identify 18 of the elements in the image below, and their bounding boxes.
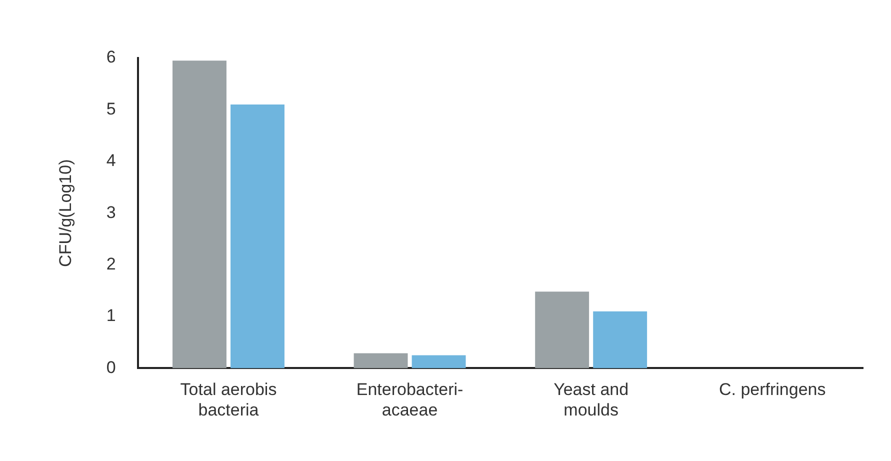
bar <box>593 311 648 368</box>
bar <box>230 104 284 368</box>
y-tick-label: 3 <box>106 202 116 222</box>
y-tick-label: 6 <box>106 48 116 67</box>
y-tick-label: 1 <box>106 306 116 326</box>
y-tick-label: 0 <box>106 358 116 377</box>
y-tick-label: 5 <box>106 99 116 118</box>
x-tick-label: Yeast and moulds <box>554 380 629 420</box>
y-tick-label: 4 <box>106 151 116 170</box>
bar <box>535 292 590 368</box>
x-tick-label: Enterobacteri-acaeae <box>356 380 464 420</box>
y-tick-label: 2 <box>106 254 116 274</box>
bar <box>412 355 466 368</box>
bar <box>172 60 226 368</box>
bar <box>354 353 408 368</box>
x-tick-label: C. perfringens <box>718 380 826 400</box>
x-tick-label: Total aerobis bacteria <box>180 380 277 420</box>
y-axis-title: CFU/g(Log10) <box>56 159 75 267</box>
